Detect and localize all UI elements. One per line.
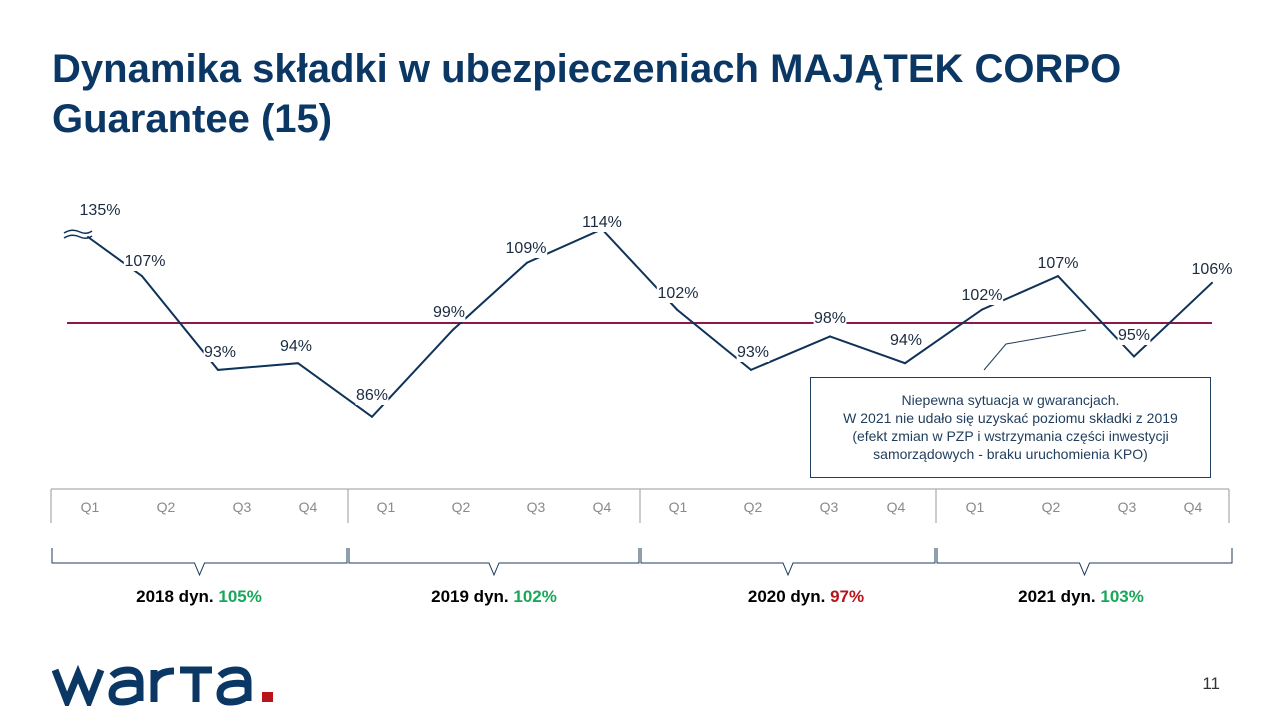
warta-logo-mark: [51, 664, 273, 711]
quarter-tick-label: Q2: [1042, 499, 1061, 515]
data-point: [981, 308, 983, 311]
year-brace: [51, 548, 348, 577]
data-label-bg: [813, 307, 847, 328]
quarter-tick-label: Q1: [377, 499, 396, 515]
year-brace: [936, 548, 1233, 577]
year-braces: [51, 548, 1233, 577]
series-line-group: [63, 227, 1213, 419]
data-label: 93%: [204, 344, 236, 361]
data-label: 109%: [506, 240, 547, 257]
data-label: 86%: [356, 387, 388, 404]
quarter-tick-label: Q3: [527, 499, 546, 515]
data-label-bg: [1036, 252, 1080, 273]
quarter-tick-label: Q2: [744, 499, 763, 515]
premium-dynamics-chart: Q1 Q2 Q3 Q4 Q1 Q2 Q3 Q4 Q1 Q2 Q3 Q4 Q1 Q2 Q3 Q4 135% 107…: [50, 199, 1234, 577]
year-summary-2021: 2021 dyn. 103%: [961, 587, 1201, 607]
annotation-box: Niepewna sytuacja w gwarancjach. W 2021 …: [810, 377, 1211, 478]
quarter-tick-label: Q4: [299, 499, 318, 515]
year-summary-label: 2021 dyn.: [1018, 587, 1096, 606]
data-label-bg: [960, 284, 1004, 305]
axis-break-mark: [63, 229, 93, 235]
data-label: 95%: [1118, 327, 1150, 344]
quarter-tick-label: Q2: [452, 499, 471, 515]
data-label: 102%: [658, 285, 699, 302]
year-summary-value: 105%: [218, 587, 262, 606]
year-summary-2019: 2019 dyn. 102%: [374, 587, 614, 607]
quarter-tick-label: Q1: [669, 499, 688, 515]
year-summary-label: 2020 dyn.: [747, 587, 826, 606]
data-label-bg: [279, 335, 313, 356]
data-label: 106%: [1192, 261, 1233, 278]
data-label: 94%: [890, 332, 922, 349]
data-label-bg: [78, 199, 122, 220]
data-label: 94%: [280, 338, 312, 355]
data-label-bg: [432, 301, 466, 322]
data-point: [829, 335, 831, 338]
year-summary-2018: 2018 dyn. 105%: [79, 587, 319, 607]
quarter-tick-label: Q3: [233, 499, 252, 515]
data-point: [1057, 275, 1059, 278]
year-summary-value: 97%: [830, 587, 865, 606]
year-summary-label: 2018 dyn.: [136, 587, 214, 606]
series-line: [87, 227, 1213, 419]
data-point: [141, 275, 143, 278]
data-label-bg: [504, 237, 548, 258]
data-label-bg: [1190, 258, 1234, 279]
data-label: 135%: [80, 202, 121, 219]
year-brace: [640, 548, 936, 577]
data-point: [371, 415, 373, 418]
quarter-tick-label: Q2: [157, 499, 176, 515]
data-label-bg: [203, 341, 237, 362]
year-summary-value: 102%: [513, 587, 557, 606]
annotation-line: (efekt zmian w PZP i wstrzymania części …: [852, 428, 1169, 444]
quarter-tick-label: Q1: [81, 499, 100, 515]
data-label: 107%: [1038, 255, 1079, 272]
annotation-line: Niepewna sytuacja w gwarancjach.: [901, 392, 1120, 408]
page-number: 11: [1202, 674, 1220, 693]
data-point: [1133, 355, 1135, 358]
year-summary-label: 2019 dyn.: [431, 587, 509, 606]
annotation-connector: [983, 329, 1087, 371]
data-label: 107%: [125, 253, 166, 270]
data-point: [526, 261, 528, 264]
data-label: 93%: [737, 344, 769, 361]
data-label: 99%: [433, 304, 465, 321]
year-summary-2020: 2020 dyn. 97%: [686, 587, 926, 607]
quarter-tick-label: Q3: [820, 499, 839, 515]
data-label: 114%: [582, 214, 622, 231]
quarter-tick-label: Q4: [887, 499, 906, 515]
data-label-bg: [123, 250, 167, 271]
warta-logo: [51, 662, 292, 711]
quarter-tick-label: Q4: [1184, 499, 1203, 515]
data-label-bg: [1117, 324, 1151, 345]
data-label-bg: [580, 211, 624, 232]
quarter-axis: Q1 Q2 Q3 Q4 Q1 Q2 Q3 Q4 Q1 Q2 Q3 Q4 Q1 Q2 Q3 Q4: [50, 488, 1230, 523]
data-point: [452, 328, 454, 331]
axis-break-mark: [63, 234, 93, 240]
data-point: [1211, 281, 1213, 284]
data-point: [676, 308, 678, 311]
data-label: 102%: [962, 287, 1003, 304]
quarter-tick-label: Q4: [593, 499, 612, 515]
year-brace: [348, 548, 640, 577]
annotation-line: W 2021 nie udało się uzyskać poziomu skł…: [843, 410, 1178, 426]
page-title: Dynamika składki w ubezpieczeniach MAJĄT…: [52, 47, 1122, 141]
quarter-tick-label: Q3: [1118, 499, 1137, 515]
year-summary-value: 103%: [1100, 587, 1144, 606]
data-label: 98%: [814, 310, 846, 327]
annotation-line: samorządowych - braku uruchomienia KPO): [873, 446, 1148, 462]
data-label-bg: [736, 341, 770, 362]
data-point: [217, 368, 219, 371]
quarter-tick-label: Q1: [966, 499, 985, 515]
data-label-bg: [656, 282, 700, 303]
data-labels: 135% 107% 93% 94% 86% 99% 109% 114% 102% 93% 98% 94…: [78, 199, 1234, 405]
data-label-bg: [355, 384, 389, 405]
data-point: [297, 362, 299, 365]
data-point: [904, 362, 906, 365]
data-label-bg: [889, 329, 923, 350]
data-point: [750, 368, 752, 371]
